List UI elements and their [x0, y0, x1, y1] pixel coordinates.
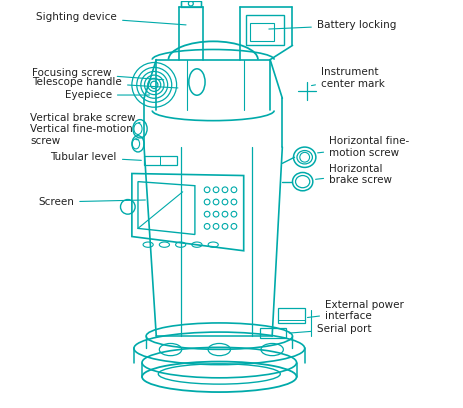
Text: Eyepiece: Eyepiece	[65, 90, 150, 100]
Text: Sighting device: Sighting device	[36, 12, 186, 25]
Text: Vertical brake screw: Vertical brake screw	[30, 113, 140, 123]
Text: Horizontal fine-
motion screw: Horizontal fine- motion screw	[318, 136, 409, 158]
Text: Horizontal
brake screw: Horizontal brake screw	[316, 164, 392, 185]
Text: Vertical fine-motion
screw: Vertical fine-motion screw	[30, 124, 138, 146]
Bar	[181, 1, 201, 7]
Text: Tubular level: Tubular level	[50, 152, 141, 162]
Text: Battery locking: Battery locking	[269, 20, 396, 30]
Text: Focusing screw: Focusing screw	[32, 68, 164, 80]
Text: Serial port: Serial port	[289, 324, 371, 334]
Text: Instrument
center mark: Instrument center mark	[312, 67, 385, 89]
Bar	[278, 308, 305, 323]
Bar	[246, 15, 284, 45]
Bar	[144, 156, 176, 165]
Bar	[260, 328, 287, 338]
Bar	[250, 23, 274, 41]
Text: External power
interface: External power interface	[307, 300, 404, 322]
Text: Screen: Screen	[38, 197, 145, 207]
Text: Telescope handle: Telescope handle	[32, 77, 178, 88]
